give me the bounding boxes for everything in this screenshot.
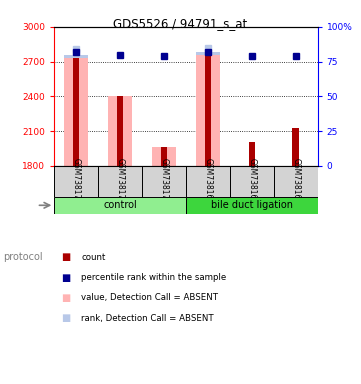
Text: GSM738172: GSM738172 [160,158,169,204]
Text: GDS5526 / 94791_s_at: GDS5526 / 94791_s_at [113,17,248,30]
Bar [142,166,186,197]
Bar [230,166,274,197]
Bar [196,52,220,55]
Bar [196,55,220,166]
Text: GSM738167: GSM738167 [203,158,212,204]
Bar [64,55,88,58]
Bar [54,197,186,214]
Bar [274,166,318,197]
Text: GSM738170: GSM738170 [71,158,81,204]
Text: GSM738169: GSM738169 [291,158,300,204]
Text: ■: ■ [61,313,71,323]
Text: ■: ■ [61,273,71,283]
Bar [64,58,88,166]
Text: ■: ■ [61,293,71,303]
Bar [54,166,98,197]
Text: control: control [103,200,137,210]
Text: count: count [81,253,106,262]
Bar [117,96,123,166]
Text: ■: ■ [61,252,71,262]
Bar [152,147,176,166]
Text: GSM738171: GSM738171 [116,158,125,204]
Bar [98,166,142,197]
Bar [205,55,211,166]
Bar [292,127,299,166]
Text: percentile rank within the sample: percentile rank within the sample [81,273,226,282]
Text: rank, Detection Call = ABSENT: rank, Detection Call = ABSENT [81,314,214,323]
Bar [73,58,79,166]
Bar [108,96,132,166]
Text: GSM738168: GSM738168 [247,158,256,204]
Bar [248,142,255,166]
Bar [161,147,167,166]
Text: value, Detection Call = ABSENT: value, Detection Call = ABSENT [81,293,218,303]
Bar [186,197,318,214]
Text: bile duct ligation: bile duct ligation [211,200,293,210]
Text: protocol: protocol [4,252,43,262]
Bar [186,166,230,197]
